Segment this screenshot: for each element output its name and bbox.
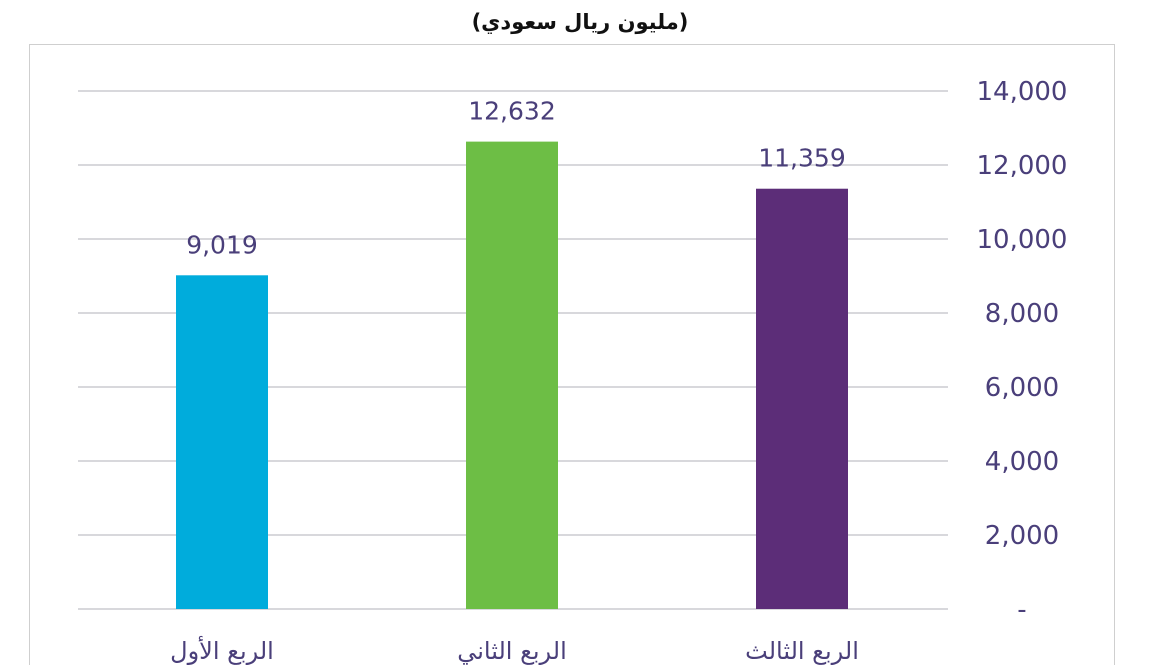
y-tick-label: 14,000 <box>977 77 1068 107</box>
category-label: الربع الثاني <box>457 637 567 665</box>
data-label: 12,632 <box>468 97 555 126</box>
y-tick-label: 10,000 <box>977 225 1068 255</box>
y-axis-ticks: - 2,000 4,000 6,000 8,000 10,000 12,000 14,000 <box>977 77 1068 625</box>
y-tick-label: 12,000 <box>977 151 1068 181</box>
y-tick-label: 8,000 <box>985 299 1059 329</box>
bar <box>466 141 558 609</box>
category-label: الربع الثالث <box>745 637 859 665</box>
category-label: الربع الأول <box>170 636 274 665</box>
data-labels: 9,019 12,632 11,359 <box>186 97 846 260</box>
y-tick-label: 2,000 <box>985 521 1059 551</box>
bar <box>176 275 268 609</box>
bars <box>176 141 848 610</box>
y-tick-label: - <box>1017 595 1026 625</box>
x-axis-categories: الربع الأول الربع الثاني الربع الثالث <box>170 636 859 665</box>
data-label: 9,019 <box>186 230 258 259</box>
data-label: 11,359 <box>758 144 845 173</box>
bar <box>756 188 848 610</box>
chart-subtitle: (مليون ريال سعودي) <box>471 10 689 34</box>
y-tick-label: 4,000 <box>985 447 1059 477</box>
y-tick-label: 6,000 <box>985 373 1059 403</box>
